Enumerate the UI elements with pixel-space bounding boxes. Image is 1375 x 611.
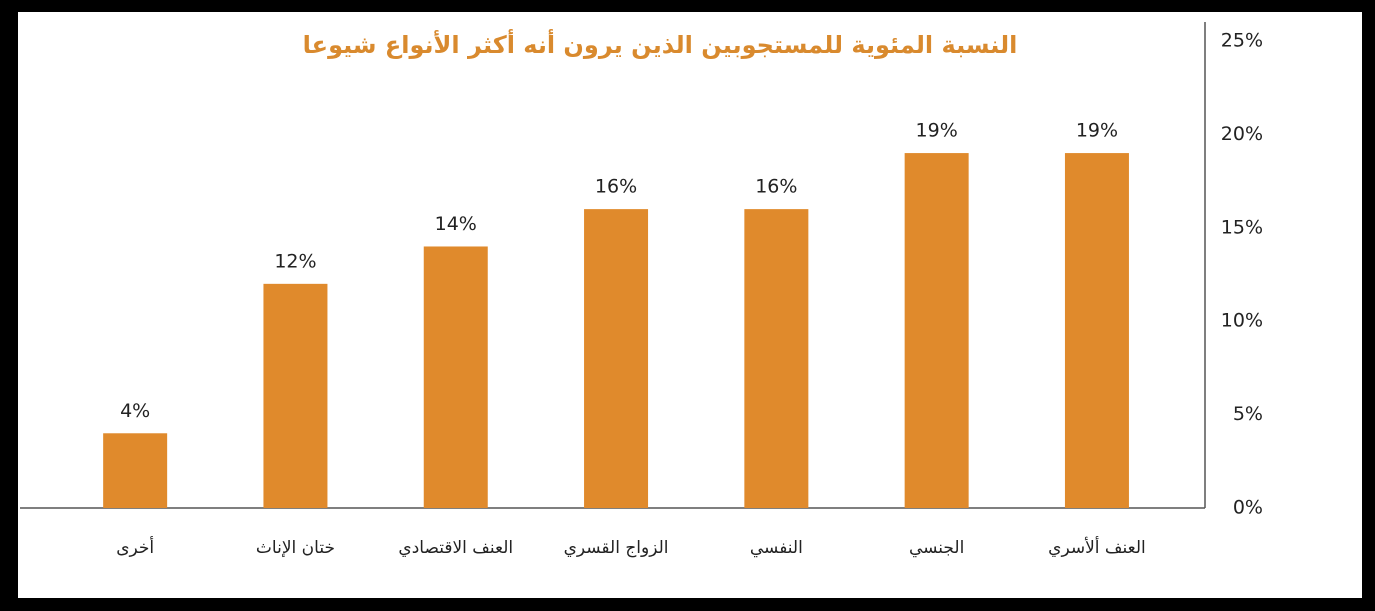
data-label: 16% [755, 176, 797, 198]
x-tick-label: أخرى [116, 536, 154, 558]
data-label: 19% [1076, 120, 1118, 142]
x-tick-label: الجنسي [909, 538, 964, 558]
data-label: 4% [120, 400, 150, 422]
chart-title: النسبة المئوية للمستجوبين الذين يرون أنه… [303, 29, 1018, 59]
bar [263, 283, 328, 508]
data-label: 16% [595, 176, 637, 198]
bar [904, 153, 969, 508]
x-tick-label: العنف ألأسري [1048, 536, 1146, 558]
x-tick-label: النفسي [750, 538, 803, 558]
data-label: 19% [916, 120, 958, 142]
y-tick-label: 15% [1221, 216, 1263, 238]
data-label: 14% [435, 213, 477, 235]
x-tick-label: العنف الاقتصادي [398, 538, 513, 558]
bar [744, 209, 809, 508]
y-tick-label: 10% [1221, 310, 1263, 332]
data-label: 12% [274, 250, 316, 272]
chart-background [18, 12, 1362, 598]
bar [103, 433, 168, 508]
y-tick-label: 20% [1221, 123, 1263, 145]
x-tick-label: الزواج القسري [564, 538, 669, 558]
y-tick-label: 5% [1233, 403, 1263, 425]
x-tick-label: ختان الإناث [256, 538, 335, 558]
bar [423, 246, 488, 509]
bar [584, 209, 649, 508]
bar [1064, 153, 1129, 508]
y-tick-label: 0% [1233, 497, 1263, 519]
y-tick-label: 25% [1221, 30, 1263, 52]
